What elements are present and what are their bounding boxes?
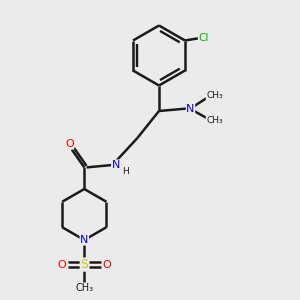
Text: N: N bbox=[186, 103, 195, 114]
Text: N: N bbox=[112, 160, 120, 170]
Text: O: O bbox=[65, 139, 74, 149]
Text: CH₃: CH₃ bbox=[206, 91, 223, 100]
Text: N: N bbox=[80, 235, 88, 245]
Text: O: O bbox=[57, 260, 66, 270]
Text: S: S bbox=[80, 258, 88, 271]
Text: Cl: Cl bbox=[199, 33, 209, 43]
Text: CH₃: CH₃ bbox=[206, 116, 223, 125]
Text: H: H bbox=[122, 167, 129, 176]
Text: CH₃: CH₃ bbox=[75, 283, 93, 293]
Text: O: O bbox=[102, 260, 111, 270]
